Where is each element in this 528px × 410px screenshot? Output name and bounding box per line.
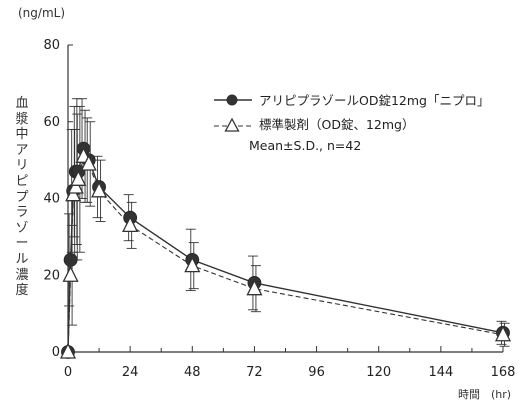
x-tick-label: 48: [184, 365, 201, 380]
x-axis-label: 時間 (hr): [458, 388, 512, 401]
x-tick-label: 96: [308, 365, 325, 380]
data-point: [62, 265, 79, 282]
y-axis-label: 血漿中アリピプラゾール濃度: [15, 96, 29, 299]
data-point: [70, 169, 87, 186]
data-point: [67, 177, 84, 194]
series-layer: [59, 98, 512, 359]
legend-label-test: アリピプラゾールOD錠12mg「ニプロ」: [259, 93, 490, 108]
legend-label-reference: 標準製剤（OD錠、12mg）: [259, 117, 415, 132]
y-tick-label: 20: [43, 268, 60, 283]
legend-note: Mean±S.D., n=42: [249, 138, 362, 153]
x-tick-label: 24: [122, 365, 139, 380]
data-point: [80, 154, 97, 171]
x-tick-label: 0: [64, 365, 72, 380]
data-point: [65, 185, 82, 202]
y-tick-label: 0: [52, 345, 60, 360]
data-point: [494, 325, 512, 342]
data-point: [246, 279, 263, 296]
x-tick-label: 168: [491, 365, 516, 380]
y-tick-label: 60: [43, 115, 60, 130]
data-point: [59, 342, 77, 359]
x-tick-label: 120: [366, 365, 391, 380]
x-tick-label: 144: [428, 365, 453, 380]
data-point: [184, 256, 201, 273]
series-line: [67, 146, 504, 353]
y-tick-label: 80: [43, 38, 60, 53]
legend-marker-reference: [224, 117, 240, 132]
data-point: [122, 215, 139, 233]
axes: 0 20 40 60 80 0 24 48 72 96 120 144 168: [43, 38, 515, 380]
series-1: [59, 105, 512, 359]
y-tick-label: 40: [43, 192, 60, 207]
series-line: [67, 154, 504, 353]
legend-marker-test: [226, 94, 238, 106]
legend-marks: [214, 94, 252, 132]
y-unit-label: (ng/mL): [18, 6, 66, 20]
data-point: [91, 181, 108, 198]
x-tick-label: 72: [246, 365, 263, 380]
